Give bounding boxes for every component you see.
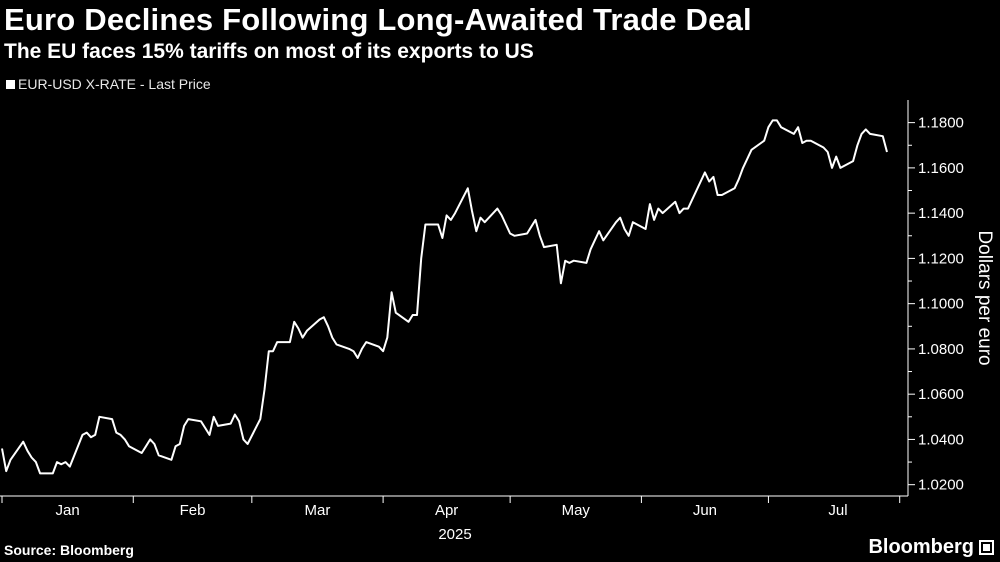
chart-title: Euro Declines Following Long-Awaited Tra… [4,2,752,37]
y-tick-label: 1.0800 [918,341,964,358]
y-tick-label: 1.1800 [918,115,964,132]
y-axis-label: Dollars per euro [974,230,995,365]
y-tick-label: 1.1200 [918,250,964,267]
x-tick-label: May [562,502,591,519]
x-tick-label: Jul [828,502,847,519]
y-tick-label: 1.0400 [918,431,964,448]
y-tick-label: 1.1000 [918,296,964,313]
legend-label: EUR-USD X-RATE - Last Price [18,76,211,92]
y-tick-label: 1.0600 [918,386,964,403]
brand-name: Bloomberg [868,536,974,558]
y-tick-label: 1.1600 [918,160,964,177]
series-line-eur-usd [1,119,888,475]
y-tick-label: 1.0200 [918,477,964,494]
legend: EUR-USD X-RATE - Last Price [6,76,211,92]
x-tick-label: Apr [435,502,458,519]
x-tick-label: Mar [305,502,331,519]
x-tick-label: Jan [56,502,80,519]
y-tick-label: 1.1400 [918,205,964,222]
terminal-icon [979,540,994,555]
x-tick-label: Jun [693,502,717,519]
source-note: Source: Bloomberg [4,542,134,558]
legend-swatch [6,79,15,89]
brand-logo: Bloomberg [868,536,994,559]
chart-subtitle: The EU faces 15% tariffs on most of its … [4,40,534,63]
x-tick-label: Feb [180,502,206,519]
x-year-label: 2025 [438,526,471,543]
